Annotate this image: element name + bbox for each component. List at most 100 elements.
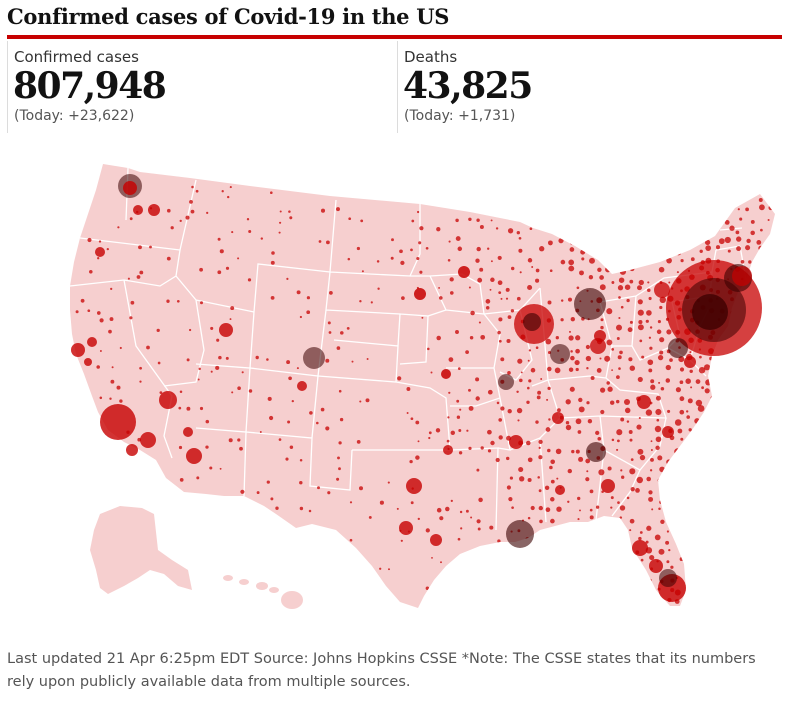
county-dot: [476, 468, 480, 472]
county-dot: [239, 525, 244, 530]
county-dot: [197, 378, 200, 381]
case-bubble: [637, 395, 651, 409]
county-dot: [709, 435, 715, 441]
county-dot: [468, 446, 472, 451]
county-dot: [270, 497, 274, 501]
county-dot: [388, 568, 390, 571]
county-dot: [597, 558, 601, 562]
county-dot: [170, 226, 174, 230]
case-bubble: [550, 344, 570, 364]
county-dot: [569, 247, 575, 252]
county-dot: [279, 546, 283, 550]
county-dot: [275, 506, 279, 510]
county-dot: [199, 406, 204, 411]
county-dot: [767, 327, 770, 330]
county-dot: [679, 557, 684, 562]
county-dot: [500, 557, 504, 560]
county-dot: [750, 230, 755, 236]
county-dot: [489, 288, 492, 291]
county-dot: [581, 257, 585, 261]
county-dot: [401, 296, 405, 300]
county-dot: [675, 387, 681, 393]
county-dot: [629, 266, 635, 272]
county-dot: [490, 277, 495, 283]
county-dot: [745, 207, 749, 212]
county-dot: [480, 579, 486, 585]
county-dot: [767, 179, 774, 186]
county-dot: [697, 508, 705, 515]
county-dot: [616, 448, 619, 451]
county-dot: [459, 408, 462, 411]
county-dot: [606, 381, 610, 385]
county-dot: [765, 346, 772, 353]
county-dot: [626, 188, 632, 194]
county-dot: [548, 418, 551, 421]
county-dot: [604, 355, 611, 362]
county-dot: [577, 556, 581, 560]
county-dot: [728, 411, 731, 414]
county-dot: [498, 339, 502, 343]
county-dot: [629, 599, 633, 603]
county-dot: [755, 567, 759, 572]
county-dot: [659, 305, 663, 310]
title-rule: [7, 35, 782, 39]
county-dot: [80, 298, 85, 303]
county-dot: [586, 401, 590, 405]
county-dot: [677, 479, 681, 484]
county-dot: [735, 506, 740, 511]
county-dot: [651, 508, 654, 511]
county-dot: [289, 445, 294, 449]
county-dot: [139, 366, 142, 370]
county-dot: [595, 175, 601, 180]
county-dot: [109, 397, 112, 400]
county-dot: [648, 496, 654, 502]
county-dot: [737, 434, 744, 441]
county-dot: [698, 178, 704, 184]
county-dot: [745, 356, 751, 362]
county-dot: [690, 478, 694, 482]
county-dot: [110, 379, 115, 384]
county-dot: [440, 561, 442, 564]
county-dot: [419, 270, 423, 274]
county-dot: [658, 266, 665, 273]
county-dot: [697, 429, 701, 433]
county-dot: [715, 245, 721, 250]
county-dot: [629, 320, 633, 324]
county-dot: [693, 169, 701, 176]
county-dot: [740, 259, 745, 264]
county-dot: [478, 321, 481, 324]
county-dot: [695, 446, 700, 452]
county-dot: [717, 357, 724, 363]
county-dot: [595, 430, 600, 436]
county-dot: [586, 587, 591, 592]
county-dot: [497, 539, 501, 543]
county-dot: [768, 389, 774, 394]
county-dot: [485, 299, 491, 304]
county-dot: [360, 219, 364, 223]
county-dot: [659, 296, 667, 304]
county-dot: [740, 496, 745, 502]
county-dot: [500, 357, 505, 362]
county-dot: [621, 475, 625, 479]
county-dot: [719, 420, 724, 425]
county-dot: [747, 566, 751, 570]
county-dot: [498, 418, 503, 422]
county-dot: [129, 217, 133, 221]
county-dot: [507, 409, 512, 414]
county-dot: [550, 497, 555, 502]
county-dot: [637, 324, 644, 331]
county-dot: [425, 246, 429, 250]
county-dot: [746, 559, 750, 563]
county-dot: [337, 540, 342, 545]
county-dot: [705, 566, 712, 573]
county-dot: [635, 488, 640, 493]
county-dot: [506, 485, 511, 490]
county-dot: [677, 170, 681, 174]
county-dot: [396, 507, 399, 510]
county-dot: [527, 597, 532, 602]
county-dot: [585, 565, 590, 570]
county-dot: [607, 224, 613, 230]
county-dot: [430, 371, 433, 374]
county-dot: [751, 438, 754, 441]
county-dot: [221, 540, 225, 544]
